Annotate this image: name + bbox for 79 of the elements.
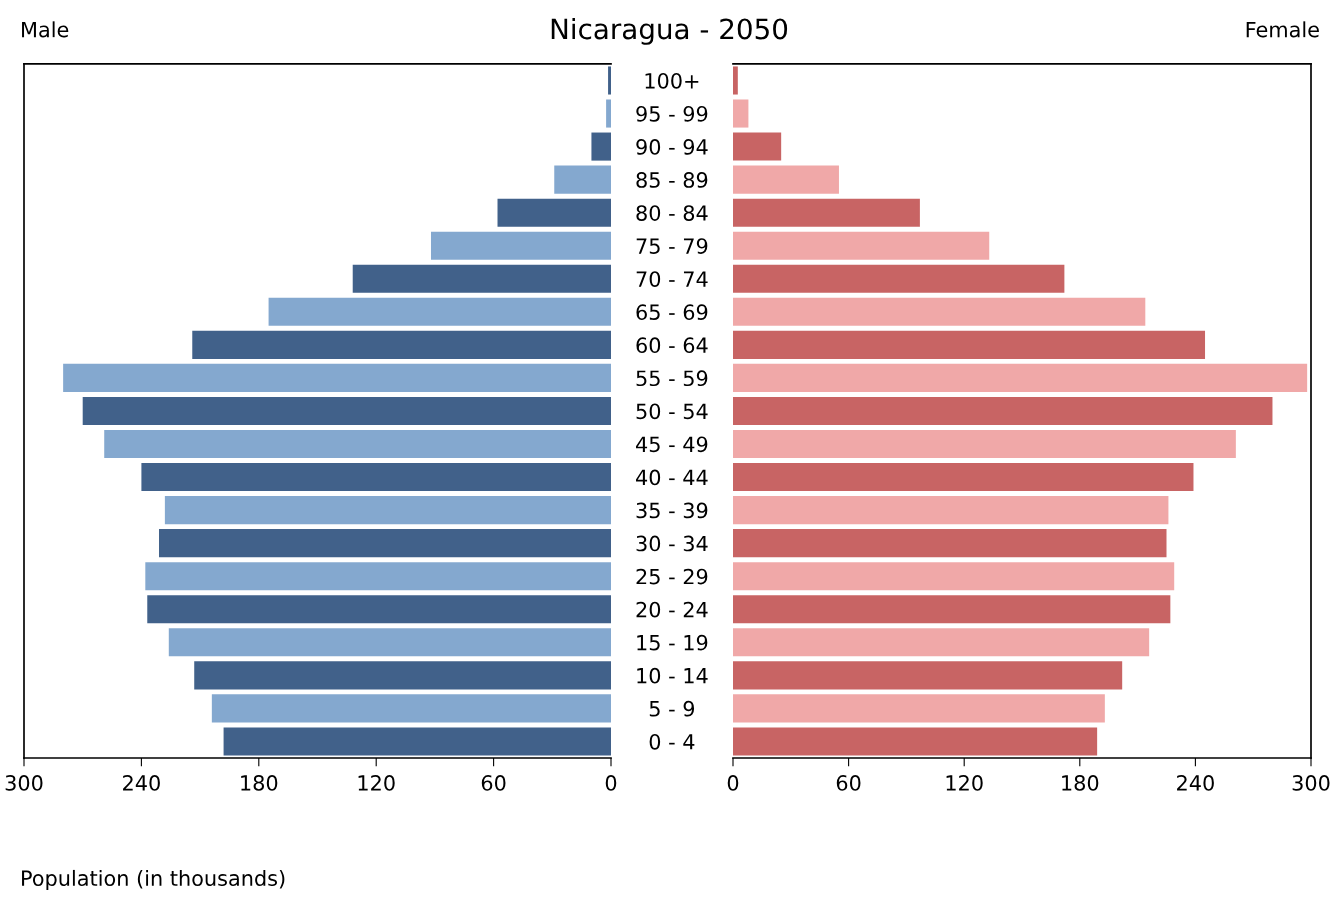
bar bbox=[733, 529, 1167, 558]
bar bbox=[733, 463, 1194, 492]
bar bbox=[733, 628, 1150, 657]
y-tick-label: 25 - 29 bbox=[636, 568, 708, 585]
bar bbox=[63, 363, 611, 392]
bar bbox=[733, 727, 1098, 756]
bar bbox=[82, 396, 611, 426]
y-tick-label: 75 - 79 bbox=[636, 238, 708, 254]
x-tick-label: 180 bbox=[1062, 775, 1099, 791]
x-tick-label: 240 bbox=[123, 775, 160, 791]
y-tick-label: 0 - 4 bbox=[649, 733, 695, 750]
bar bbox=[733, 132, 782, 161]
y-tick-label: 5 - 9 bbox=[649, 700, 695, 717]
x-tick-label: 120 bbox=[946, 775, 983, 791]
bar bbox=[733, 99, 749, 128]
bar bbox=[159, 529, 611, 558]
y-tick-label: 100+ bbox=[645, 72, 699, 89]
bar bbox=[430, 231, 611, 260]
y-tick-label: 60 - 64 bbox=[636, 337, 708, 354]
y-tick-label: 55 - 59 bbox=[636, 370, 708, 387]
y-tick-label: 50 - 54 bbox=[636, 403, 708, 420]
y-tick-label: 30 - 34 bbox=[636, 535, 708, 552]
bar bbox=[168, 628, 611, 657]
bar bbox=[141, 463, 611, 492]
y-tick-label: 90 - 94 bbox=[636, 139, 708, 155]
text: Male bbox=[22, 21, 69, 38]
bar bbox=[733, 562, 1175, 591]
bar bbox=[733, 694, 1105, 723]
y-tick-label: 35 - 39 bbox=[636, 502, 708, 519]
bar bbox=[733, 396, 1273, 426]
bar bbox=[733, 198, 920, 227]
bar bbox=[352, 264, 611, 293]
x-axis-title: Population (in thousands) bbox=[22, 869, 285, 891]
bar bbox=[147, 595, 611, 624]
bar bbox=[606, 99, 611, 128]
y-tick-label: 85 - 89 bbox=[636, 172, 708, 188]
y-tick-label: 45 - 49 bbox=[636, 436, 708, 453]
bar bbox=[733, 231, 990, 260]
bar bbox=[223, 727, 611, 756]
bar bbox=[733, 165, 839, 194]
bar bbox=[591, 132, 611, 161]
x-tick-label: 0 bbox=[727, 775, 739, 791]
bar bbox=[192, 330, 611, 359]
y-tick-label: 15 - 19 bbox=[637, 634, 708, 651]
x-tick-label: 180 bbox=[241, 775, 278, 791]
bar bbox=[733, 330, 1206, 359]
y-tick-label: 80 - 84 bbox=[636, 205, 708, 221]
bar bbox=[733, 264, 1065, 293]
bar bbox=[733, 595, 1171, 624]
x-tick-label: 300 bbox=[1292, 775, 1330, 791]
y-tick-label: 95 - 99 bbox=[636, 105, 708, 122]
bar bbox=[194, 661, 611, 690]
y-tick-label: 70 - 74 bbox=[636, 271, 708, 287]
bar bbox=[733, 66, 738, 95]
bar bbox=[104, 429, 611, 459]
text: Female bbox=[1246, 21, 1319, 38]
y-tick-label: 65 - 69 bbox=[636, 304, 708, 321]
y-tick-label: 20 - 24 bbox=[636, 601, 708, 618]
bar bbox=[733, 661, 1123, 690]
x-tick-label: 60 bbox=[836, 775, 861, 791]
bar bbox=[145, 562, 611, 591]
x-tick-label: 300 bbox=[5, 775, 43, 791]
bar bbox=[164, 496, 611, 525]
bar bbox=[268, 297, 611, 326]
bar bbox=[554, 165, 611, 194]
bar bbox=[733, 297, 1146, 326]
bar bbox=[211, 694, 611, 723]
bar bbox=[733, 363, 1308, 392]
x-tick-label: 120 bbox=[358, 775, 395, 791]
bar bbox=[608, 66, 611, 95]
y-tick-label: 10 - 14 bbox=[637, 667, 708, 684]
y-tick-label: 40 - 44 bbox=[636, 469, 708, 486]
bar bbox=[733, 496, 1169, 525]
x-tick-label: 60 bbox=[481, 775, 506, 791]
bar bbox=[733, 429, 1236, 459]
x-tick-label: 240 bbox=[1177, 775, 1214, 791]
bar bbox=[497, 198, 611, 227]
x-tick-label: 0 bbox=[605, 775, 617, 791]
text: Nicaragua - 2050 bbox=[551, 17, 788, 45]
